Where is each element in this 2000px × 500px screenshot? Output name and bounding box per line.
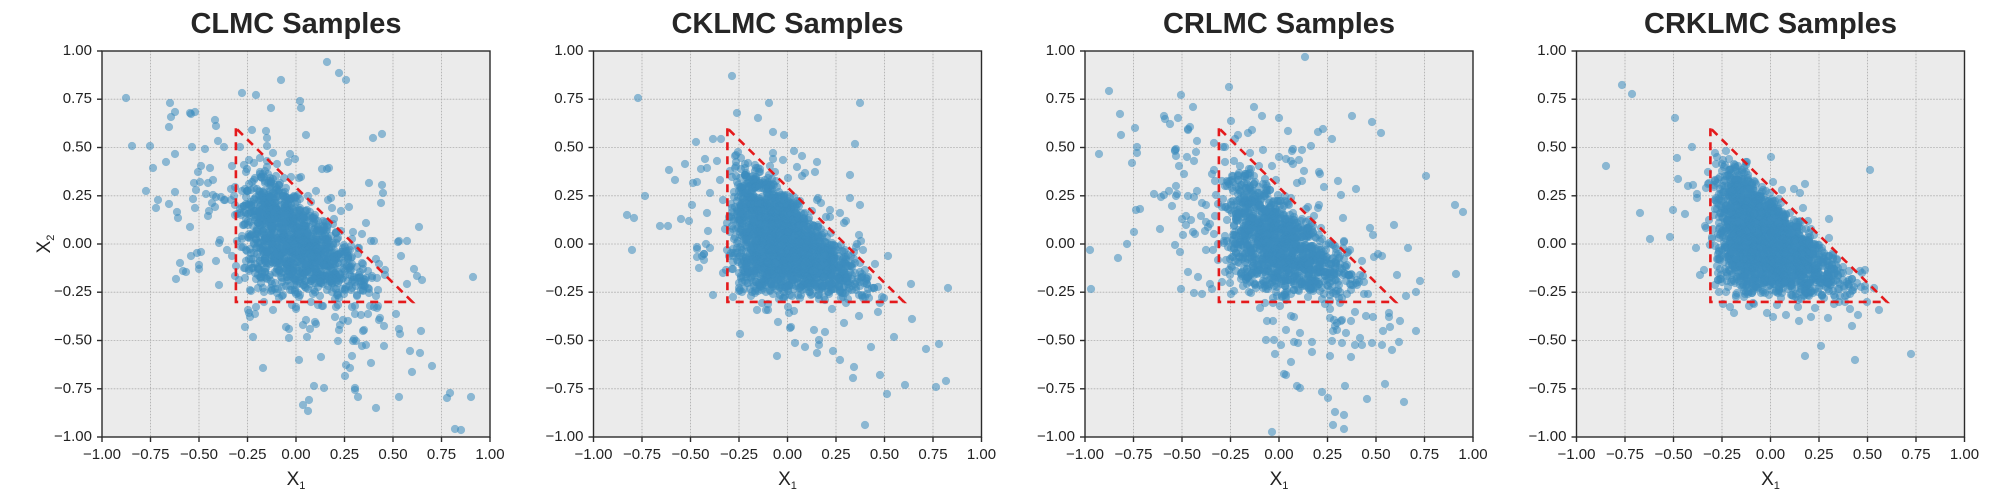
svg-text:X1: X1 [287,469,306,492]
svg-text:X1: X1 [778,469,797,492]
svg-text:0.50: 0.50 [870,446,899,463]
svg-text:−0.50: −0.50 [672,446,710,463]
svg-text:−1.00: −1.00 [546,428,584,445]
svg-text:0.75: 0.75 [554,90,583,107]
svg-text:0.00: 0.00 [773,446,802,463]
svg-text:0.50: 0.50 [378,446,407,463]
svg-text:−1.00: −1.00 [575,446,613,463]
svg-text:−0.25: −0.25 [54,283,92,300]
svg-text:0.50: 0.50 [63,139,92,156]
svg-text:0.00: 0.00 [554,235,583,252]
svg-text:1.00: 1.00 [554,42,583,59]
svg-text:−0.50: −0.50 [546,332,584,349]
svg-text:−0.25: −0.25 [229,446,267,463]
svg-text:0.75: 0.75 [427,446,456,463]
svg-text:−0.50: −0.50 [54,332,92,349]
svg-text:−0.25: −0.25 [720,446,758,463]
svg-text:0.75: 0.75 [918,446,947,463]
svg-text:1.00: 1.00 [475,446,504,463]
svg-text:−1.00: −1.00 [83,446,121,463]
svg-text:X2: X2 [34,235,57,254]
svg-text:0.25: 0.25 [821,446,850,463]
svg-text:CKLMC Samples: CKLMC Samples [671,8,903,40]
svg-text:CLMC Samples: CLMC Samples [190,8,401,40]
svg-text:1.00: 1.00 [63,42,92,59]
svg-text:0.25: 0.25 [554,187,583,204]
svg-text:−0.75: −0.75 [54,380,92,397]
svg-text:−0.75: −0.75 [623,446,661,463]
svg-text:−1.00: −1.00 [54,428,92,445]
svg-text:0.25: 0.25 [63,187,92,204]
svg-text:0.75: 0.75 [63,90,92,107]
svg-text:0.00: 0.00 [281,446,310,463]
svg-text:−0.75: −0.75 [546,380,584,397]
svg-text:−0.75: −0.75 [132,446,170,463]
svg-text:−0.50: −0.50 [180,446,218,463]
svg-text:0.25: 0.25 [330,446,359,463]
svg-text:1.00: 1.00 [967,446,996,463]
svg-text:−0.25: −0.25 [546,283,584,300]
svg-text:0.00: 0.00 [63,235,92,252]
svg-text:0.50: 0.50 [554,139,583,156]
